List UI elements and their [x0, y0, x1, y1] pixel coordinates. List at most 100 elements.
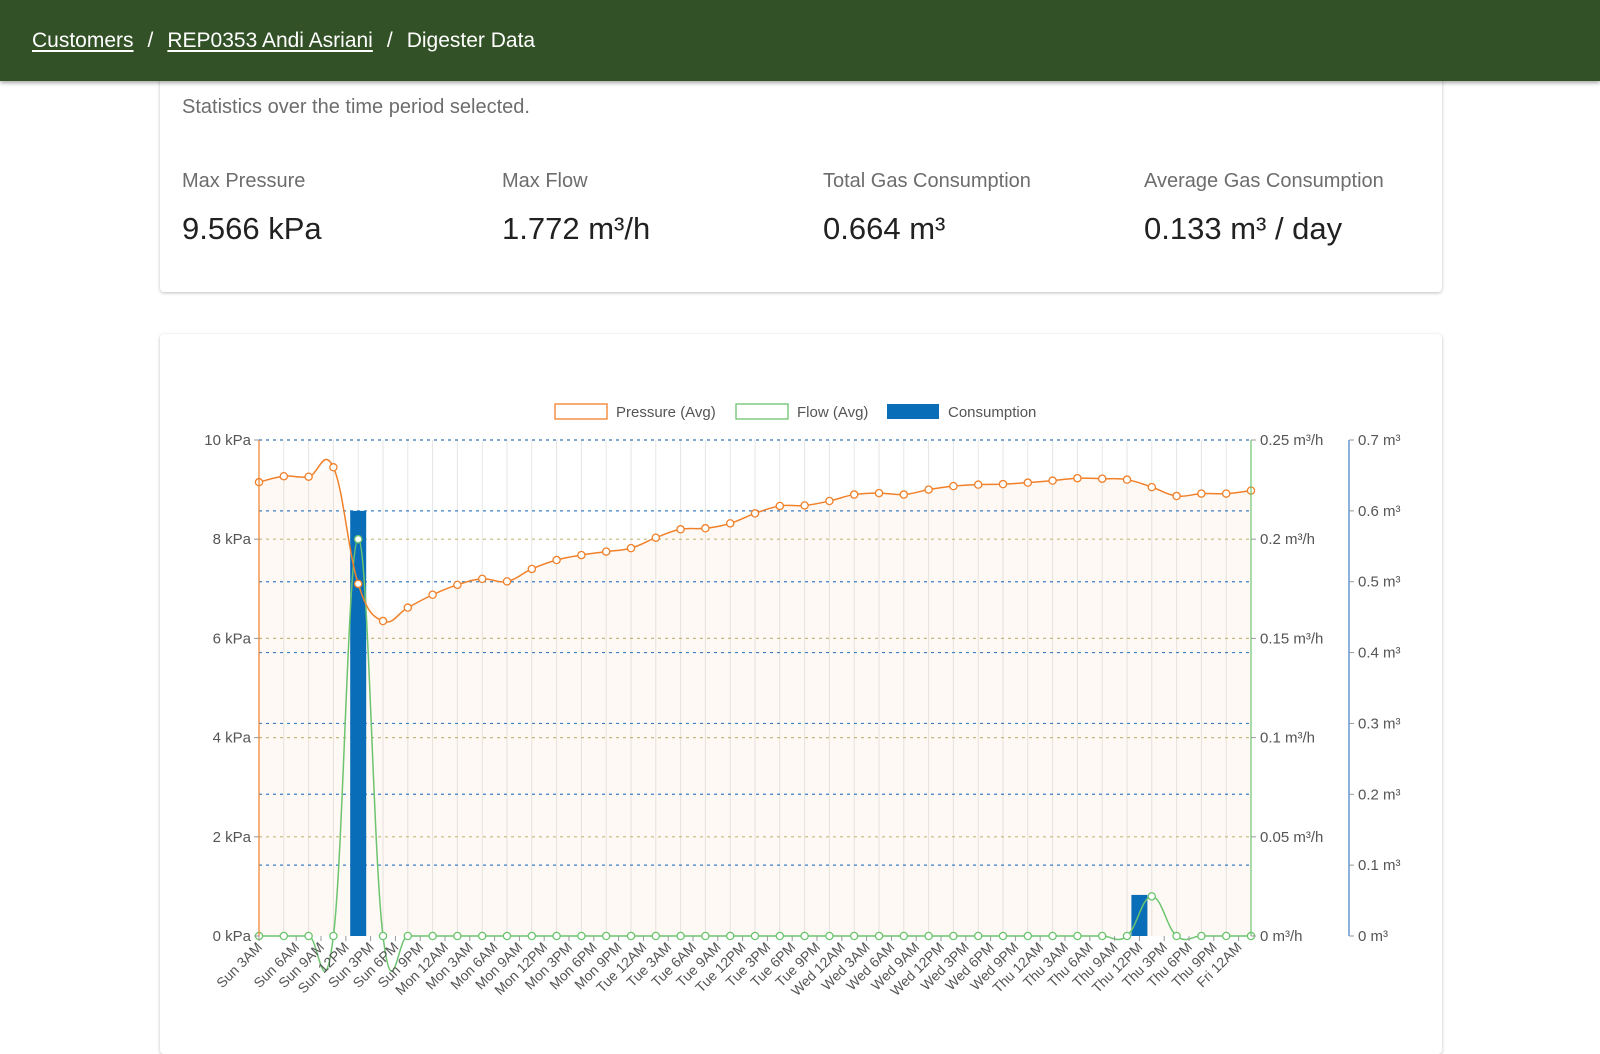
- pressure-point: [353, 579, 363, 589]
- consumption-tick-label: 0.3 m³: [1358, 715, 1401, 732]
- flow-point: [1197, 931, 1206, 941]
- pressure-point: [403, 603, 413, 612]
- flow-point: [1221, 931, 1231, 941]
- pressure-tick-label: 6 kPa: [213, 630, 252, 647]
- pressure-point: [725, 519, 735, 528]
- flow-point: [725, 931, 735, 941]
- pressure-point: [279, 471, 289, 481]
- pressure-point: [701, 524, 710, 533]
- flow-point: [651, 931, 661, 941]
- legend-swatch-consumption: [887, 404, 939, 419]
- legend-swatch: [554, 403, 608, 420]
- pressure-point: [651, 533, 661, 542]
- pressure-point: [502, 577, 512, 586]
- stat-max-pressure: Max Pressure 9.566 kPa: [182, 170, 322, 247]
- flow-point: [1122, 931, 1132, 941]
- pressure-point: [1221, 489, 1231, 498]
- flow-point: [329, 931, 338, 941]
- consumption-tick-label: 0.4 m³: [1358, 645, 1401, 662]
- stat-label: Max Pressure: [182, 170, 306, 192]
- consumption-tick-label: 0.2 m³: [1358, 786, 1401, 803]
- flow-point: [825, 931, 834, 941]
- pressure-point: [775, 501, 785, 511]
- consumption-tick-label: 0 m³: [1358, 928, 1388, 945]
- pressure-tick-label: 10 kPa: [204, 432, 251, 449]
- flow-tick-label: 0 m³/h: [1260, 928, 1303, 945]
- pressure-point: [428, 590, 437, 600]
- pressure-point: [527, 564, 537, 574]
- flow-point: [403, 931, 413, 941]
- flow-point: [428, 931, 437, 941]
- pressure-point: [750, 509, 760, 518]
- pressure-point: [825, 496, 834, 506]
- pressure-point: [378, 616, 388, 626]
- pressure-point: [849, 490, 859, 499]
- flow-tick-label: 0.15 m³/h: [1260, 630, 1323, 647]
- pressure-point: [1097, 474, 1107, 483]
- top-app-bar: Customers / REP0353 Andi Asriani / Diges…: [0, 0, 1600, 81]
- flow-point: [973, 931, 983, 941]
- flow-tick-label: 0.25 m³/h: [1260, 432, 1323, 449]
- pressure-point: [676, 525, 685, 534]
- stat-max-flow: Max Flow 1.772 m³/h: [502, 170, 650, 247]
- legend-label: Flow (Avg): [797, 404, 868, 421]
- flow-point: [378, 931, 388, 941]
- flow-point: [626, 931, 636, 941]
- breadcrumb-customer-link[interactable]: REP0353 Andi Asriani: [167, 28, 373, 52]
- pressure-point: [949, 481, 958, 491]
- stat-value: 9.566 kPa: [182, 211, 322, 246]
- flow-point: [502, 931, 512, 941]
- flow-point: [924, 931, 933, 941]
- flow-point: [676, 931, 685, 941]
- pressure-point: [1073, 473, 1082, 483]
- stat-label: Average Gas Consumption: [1144, 170, 1384, 192]
- pressure-point: [924, 485, 933, 494]
- flow-point: [800, 931, 809, 941]
- pressure-point: [973, 480, 983, 489]
- stat-value: 1.772 m³/h: [502, 211, 651, 246]
- flow-point: [577, 931, 586, 941]
- flow-point: [775, 931, 785, 941]
- pressure-point: [1197, 489, 1206, 498]
- breadcrumb-customers-link[interactable]: Customers: [32, 28, 134, 52]
- pressure-point: [998, 479, 1008, 489]
- legend-label: Consumption: [948, 404, 1036, 421]
- consumption-tick-label: 0.1 m³: [1358, 857, 1401, 874]
- flow-point: [750, 931, 760, 941]
- flow-point: [527, 931, 537, 941]
- flow-point: [279, 931, 289, 941]
- pressure-tick-label: 4 kPa: [213, 730, 252, 747]
- digester-chart-card: 0 kPa 2 kPa 4 kPa 6 kPa 8 kPa 10 kPa 0 m³/h 0.0…: [160, 334, 1442, 1054]
- statistics-subtitle: Statistics over the time period selected…: [182, 96, 530, 118]
- flow-point: [477, 931, 487, 941]
- flow-point: [601, 931, 611, 941]
- flow-point: [1147, 892, 1157, 901]
- stat-average-gas-consumption: Average Gas Consumption 0.133 m³ / day: [1144, 170, 1384, 247]
- pressure-point: [453, 580, 462, 590]
- pressure-point: [899, 490, 909, 499]
- stat-label: Max Flow: [502, 170, 588, 192]
- flow-point: [701, 931, 710, 941]
- legend-swatch: [735, 403, 789, 420]
- flow-point: [998, 931, 1008, 941]
- pressure-point: [304, 472, 313, 481]
- legend-label: Pressure (Avg): [616, 404, 716, 421]
- consumption-tick-label: 0.5 m³: [1358, 574, 1401, 591]
- pressure-point: [1048, 476, 1057, 485]
- pressure-point: [329, 463, 338, 472]
- pressure-point: [1147, 482, 1157, 492]
- breadcrumb-current: Digester Data: [406, 28, 536, 52]
- flow-tick-label: 0.2 m³/h: [1260, 531, 1315, 548]
- consumption-tick-label: 0.6 m³: [1358, 503, 1401, 520]
- flow-point: [353, 534, 363, 544]
- stat-value: 0.664 m³: [823, 211, 946, 246]
- statistics-card: Statistics over the time period selected…: [160, 40, 1442, 292]
- flow-point: [949, 931, 958, 941]
- pressure-point: [874, 488, 884, 498]
- flow-point: [1172, 931, 1181, 941]
- flow-tick-label: 0.1 m³/h: [1260, 730, 1315, 747]
- flow-point: [453, 931, 462, 941]
- breadcrumb-separator: /: [386, 28, 393, 52]
- pressure-point: [1172, 491, 1181, 501]
- pressure-point: [477, 574, 487, 584]
